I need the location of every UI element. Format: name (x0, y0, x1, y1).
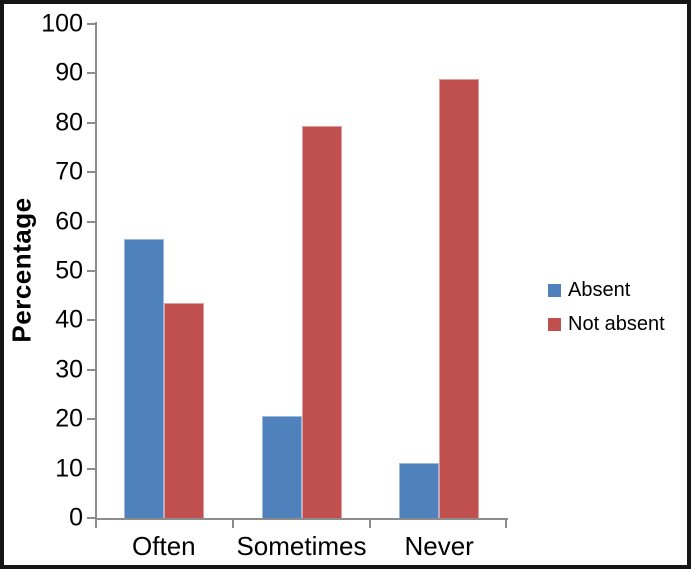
y-tick-label-40: 40 (55, 305, 83, 334)
x-category-label-sometimes: Sometimes (236, 531, 367, 561)
x-category-label-often: Often (132, 531, 196, 561)
y-tick-10 (87, 467, 95, 470)
legend: Absent Not absent (548, 273, 665, 341)
y-tick-90 (87, 72, 95, 75)
bar-not-absent-often (163, 302, 204, 518)
y-tick-100 (87, 23, 95, 25)
x-axis-line (95, 518, 508, 520)
x-category-label-never: Never (404, 531, 474, 561)
y-tick-70 (87, 171, 95, 174)
bar-not-absent-sometimes (301, 126, 342, 518)
y-tick-label-10: 10 (55, 454, 83, 483)
y-tick-40 (87, 319, 95, 322)
y-tick-label-70: 70 (55, 157, 83, 186)
y-tick-20 (87, 418, 95, 421)
x-tick-3 (505, 518, 507, 528)
y-tick-label-100: 100 (41, 9, 83, 38)
y-tick-label-50: 50 (55, 256, 83, 285)
y-tick-label-80: 80 (55, 108, 83, 137)
legend-swatch-absent (548, 283, 561, 297)
x-tick-1 (231, 518, 234, 528)
y-tick-50 (87, 270, 95, 272)
legend-label-absent: Absent (568, 278, 631, 301)
plot-area: 0 10 20 30 40 50 60 70 80 90 100 Often Sometimes Neve… (41, 11, 508, 561)
x-tick-2 (369, 518, 372, 528)
y-axis-line (95, 22, 97, 518)
y-tick-label-0: 0 (69, 503, 83, 532)
bar-absent-sometimes (261, 415, 302, 518)
legend-item-absent: Absent (548, 273, 665, 307)
y-tick-80 (87, 121, 95, 124)
y-tick-60 (87, 220, 95, 223)
legend-item-not-absent: Not absent (548, 307, 665, 341)
legend-label-not-absent: Not absent (568, 312, 665, 335)
y-tick-label-90: 90 (55, 58, 83, 87)
y-tick-0 (87, 517, 95, 519)
bar-absent-often (123, 239, 164, 518)
bar-absent-never (399, 463, 440, 518)
legend-swatch-not-absent (548, 317, 561, 331)
y-tick-label-30: 30 (55, 355, 83, 384)
x-tick-0 (95, 518, 97, 528)
y-tick-30 (87, 368, 95, 371)
bar-not-absent-never (439, 78, 480, 518)
y-tick-label-20: 20 (55, 404, 83, 433)
y-tick-label-60: 60 (55, 207, 83, 236)
